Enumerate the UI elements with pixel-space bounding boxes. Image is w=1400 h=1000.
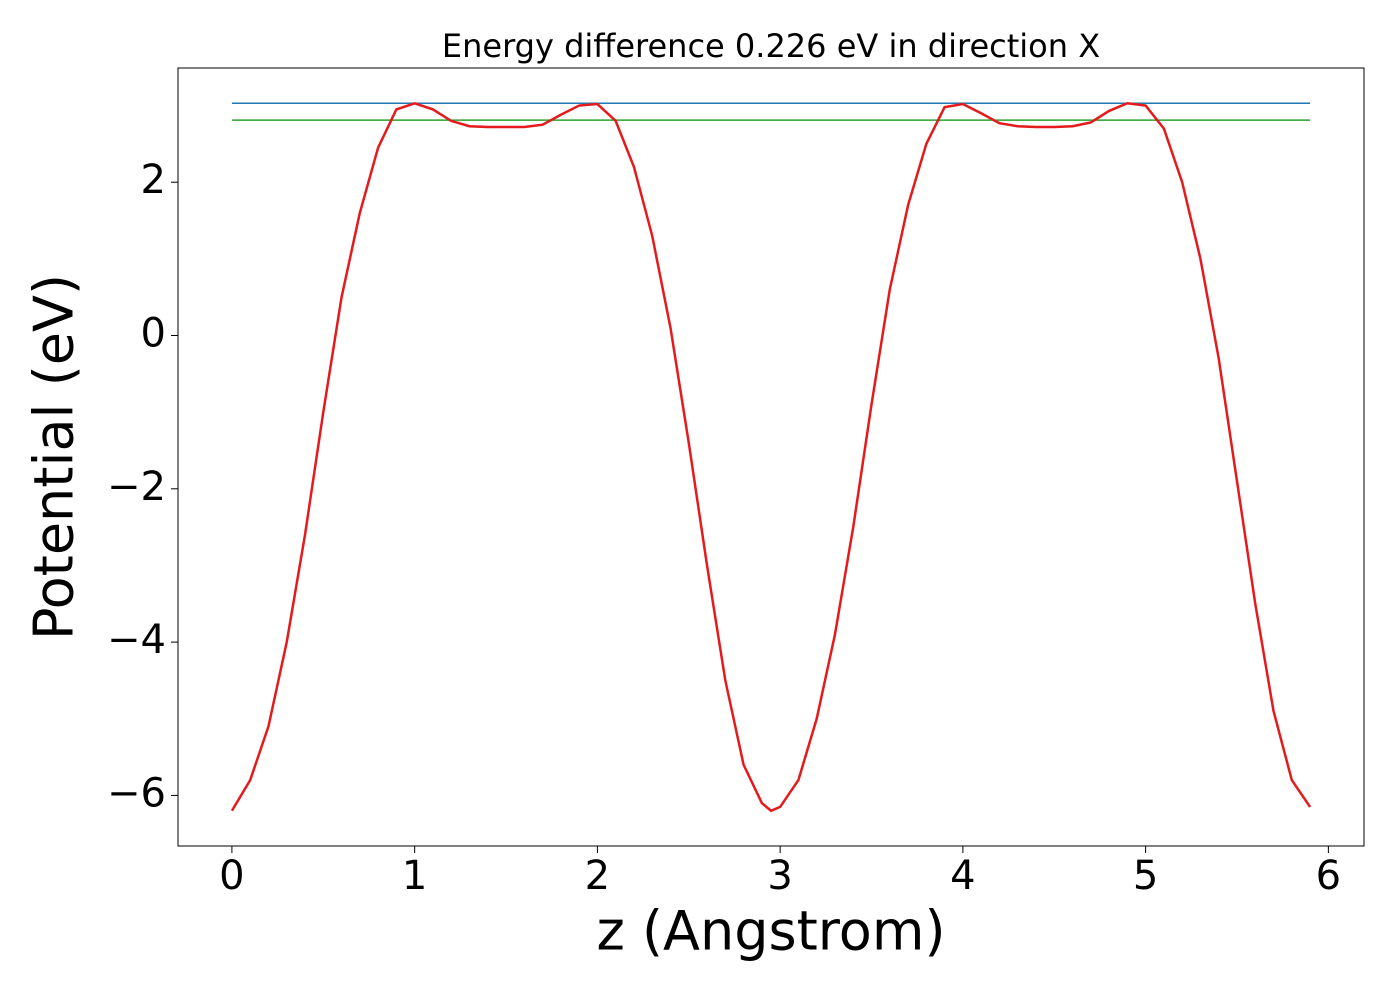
x-tick-label: 3 [767,853,792,899]
x-tick-label: 4 [950,853,975,899]
x-tick-label: 0 [219,853,244,899]
x-tick-label: 6 [1316,853,1341,899]
chart-title: Energy difference 0.226 eV in direction … [442,27,1100,65]
x-tick-label: 1 [402,853,427,899]
x-tick-label: 2 [585,853,610,899]
series-line [230,101,1312,813]
y-tick-label: −2 [107,464,166,510]
x-tick-label: 5 [1133,853,1158,899]
y-tick-label: 0 [141,311,166,357]
y-tick-label: −4 [107,617,166,663]
plot-frame [177,67,1365,847]
y-axis-label: Potential (eV) [23,274,86,640]
x-axis-label: z (Angstrom) [596,900,945,963]
y-tick-label: 2 [141,157,166,203]
y-tick-label: −6 [107,770,166,816]
